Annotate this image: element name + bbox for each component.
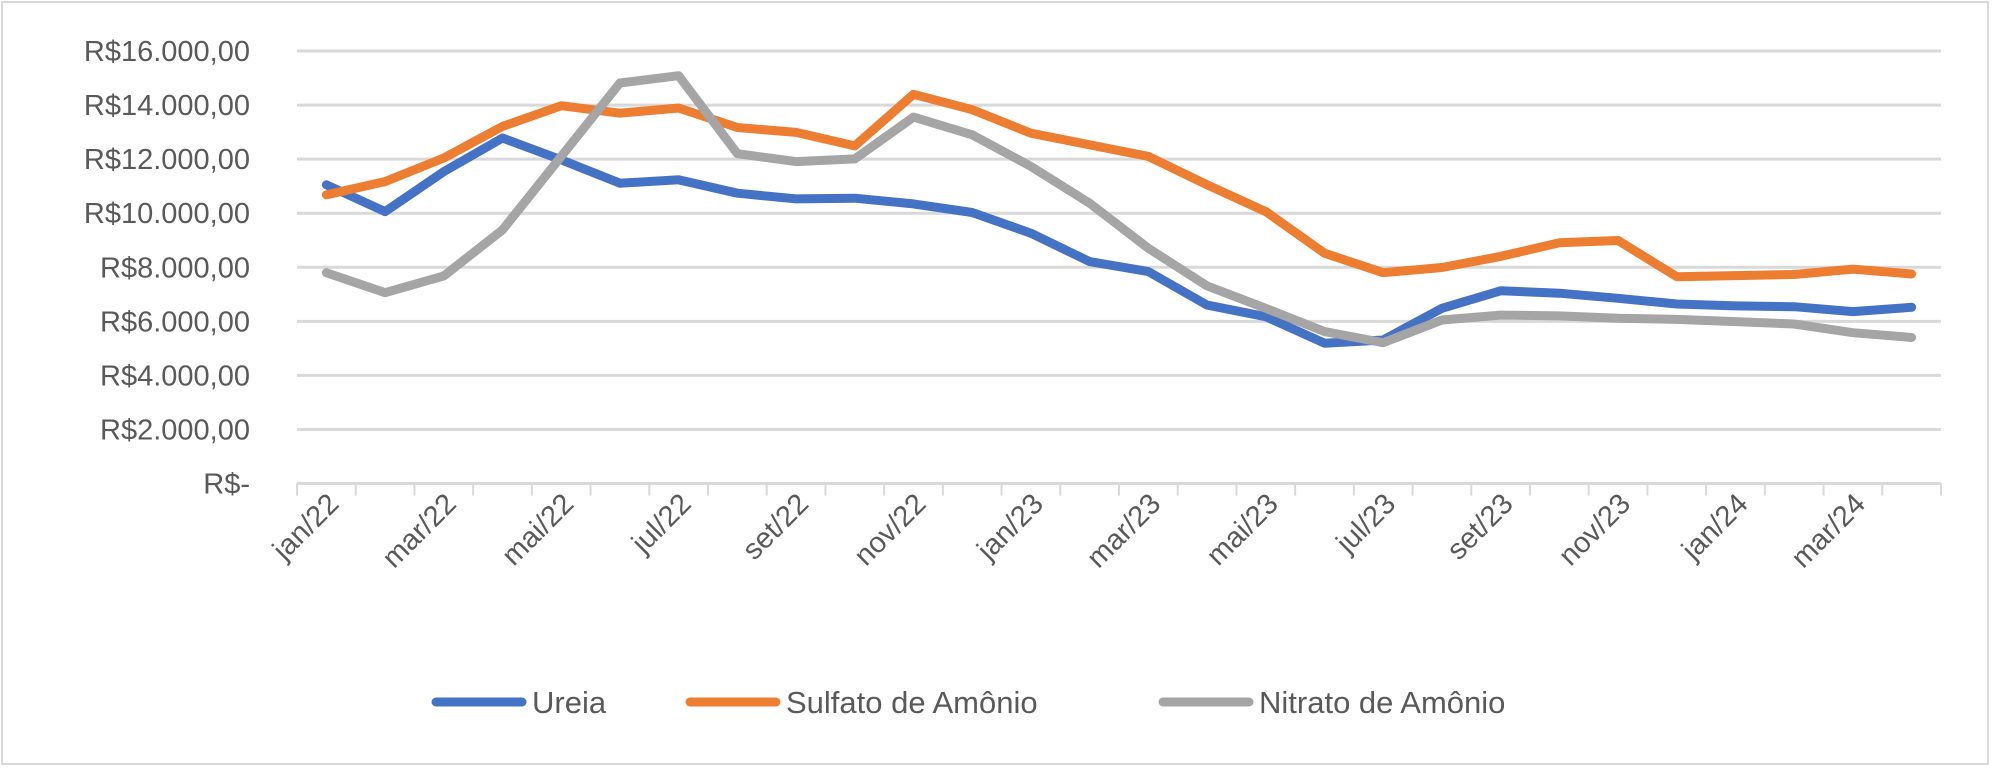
chart-border (1, 1, 1989, 765)
